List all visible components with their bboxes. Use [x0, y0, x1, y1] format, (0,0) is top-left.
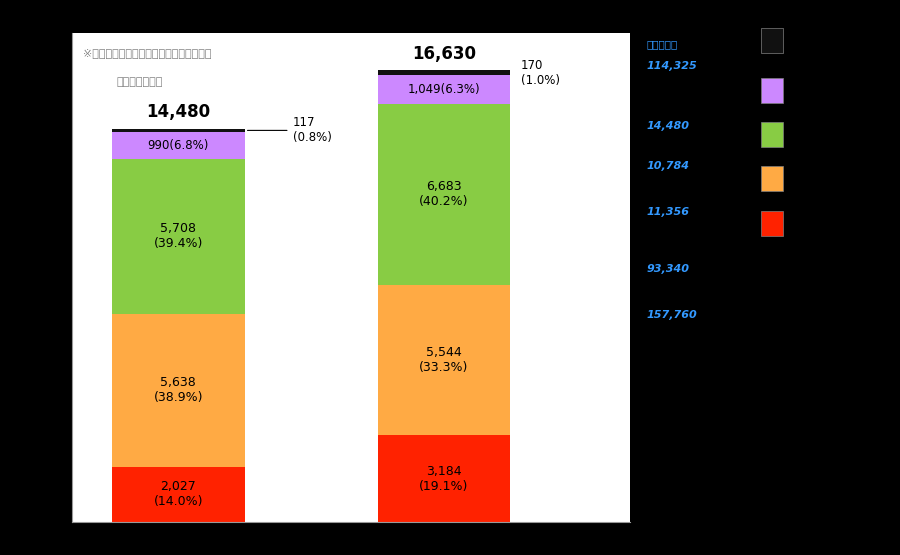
Text: 3,184
(19.1%): 3,184 (19.1%) [419, 465, 469, 492]
Bar [112, 132, 245, 159]
Bar [378, 435, 510, 522]
Text: 11,356: 11,356 [646, 208, 689, 218]
Text: 5,544
(33.3%): 5,544 (33.3%) [419, 346, 469, 374]
Bar [378, 75, 510, 104]
Bar [112, 159, 245, 314]
Bar [378, 104, 510, 285]
Bar [112, 314, 245, 467]
Text: 157,760: 157,760 [646, 310, 697, 320]
Text: 6,683
(40.2%): 6,683 (40.2%) [419, 180, 469, 208]
Text: 5,638
(38.9%): 5,638 (38.9%) [154, 376, 203, 404]
Text: 5,708
(39.4%): 5,708 (39.4%) [154, 223, 203, 250]
Text: 14,480: 14,480 [646, 120, 689, 130]
Text: 2,027
(14.0%): 2,027 (14.0%) [154, 480, 203, 508]
Text: 93,340: 93,340 [646, 264, 689, 274]
Bar [112, 129, 245, 132]
Text: 1,049(6.3%): 1,049(6.3%) [408, 83, 481, 96]
Bar [112, 467, 245, 522]
Bar [378, 285, 510, 435]
Text: 990(6.8%): 990(6.8%) [148, 139, 209, 152]
Text: 117
(0.8%): 117 (0.8%) [248, 117, 331, 144]
Text: に占める構成比: に占める構成比 [117, 77, 163, 87]
Text: ※（　）内は、インターネット広告媒体費: ※（ ）内は、インターネット広告媒体費 [83, 48, 212, 58]
Text: 動画広告計: 動画広告計 [646, 39, 678, 49]
Text: 16,630: 16,630 [412, 45, 476, 63]
Text: 10,784: 10,784 [646, 162, 689, 171]
Text: 14,480: 14,480 [146, 103, 211, 121]
Text: 114,325: 114,325 [646, 61, 697, 71]
Text: 170
(1.0%): 170 (1.0%) [521, 59, 560, 87]
Bar [378, 70, 510, 75]
